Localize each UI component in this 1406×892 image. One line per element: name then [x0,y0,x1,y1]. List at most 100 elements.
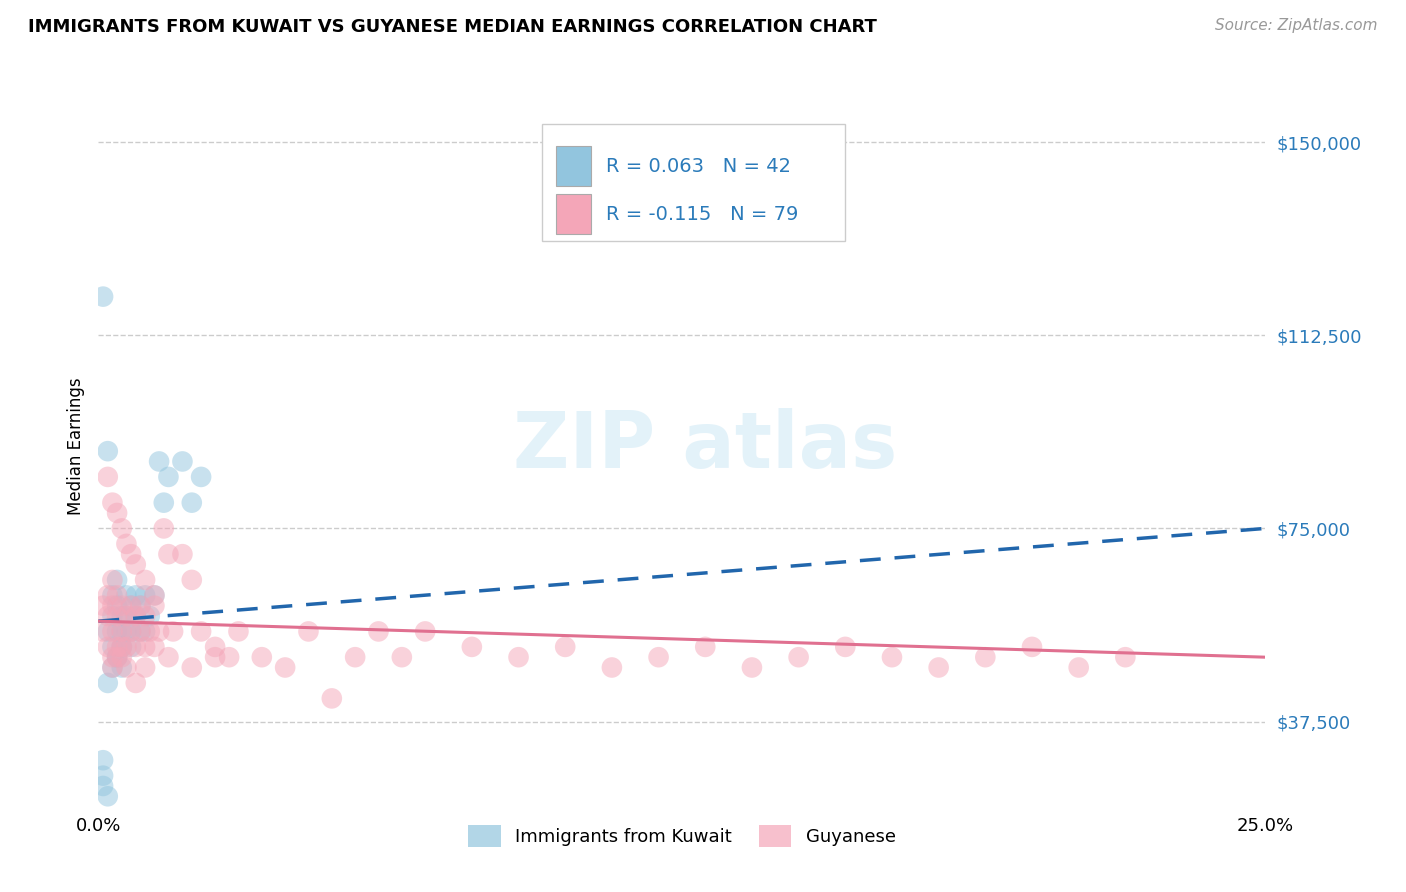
Point [105,650,128,665]
Point [190,470,212,484]
Text: Source: ZipAtlas.com: Source: ZipAtlas.com [1215,18,1378,33]
Point [190,624,212,639]
Point [143,599,166,613]
Point [115,609,138,624]
Point [111,650,134,665]
Point [928,660,950,674]
Point [180,660,202,674]
Point [125,588,148,602]
Point [91,290,114,304]
Point [111,624,134,639]
Point [125,640,148,654]
Point [97,470,120,484]
Point [787,650,810,665]
Point [125,609,148,624]
Point [204,640,226,654]
Point [274,660,297,674]
Point [91,753,114,767]
Point [413,624,436,639]
Point [321,691,343,706]
Point [297,624,319,639]
Point [101,660,124,674]
Point [134,660,156,674]
Point [101,660,124,674]
Point [139,624,162,639]
Point [834,640,856,654]
Point [115,537,138,551]
Point [1021,640,1043,654]
Point [111,660,134,674]
Point [880,650,903,665]
Point [129,624,152,639]
Point [91,769,114,783]
Point [125,558,148,572]
Point [101,588,124,602]
Point [97,789,120,804]
Point [157,650,180,665]
Point [204,650,226,665]
Point [115,640,138,654]
Point [600,660,623,674]
Point [143,588,166,602]
FancyBboxPatch shape [555,146,591,186]
Point [111,640,134,654]
Point [115,609,138,624]
Point [148,624,170,639]
Point [134,624,156,639]
Point [115,588,138,602]
Point [367,624,389,639]
Legend: Immigrants from Kuwait, Guyanese: Immigrants from Kuwait, Guyanese [461,817,903,854]
Text: ZIP atlas: ZIP atlas [513,408,897,484]
Point [974,650,997,665]
Y-axis label: Median Earnings: Median Earnings [66,377,84,515]
Point [180,573,202,587]
Point [129,624,152,639]
Point [91,779,114,793]
Point [120,599,142,613]
Point [148,454,170,468]
Point [101,573,124,587]
Point [105,609,128,624]
Point [105,650,128,665]
Point [115,624,138,639]
Point [120,640,142,654]
Point [125,609,148,624]
Point [139,609,162,624]
Point [101,599,124,613]
Point [91,599,114,613]
Point [162,624,184,639]
Point [111,599,134,613]
Point [111,624,134,639]
Point [111,609,134,624]
Point [111,640,134,654]
Point [129,599,152,613]
Point [120,624,142,639]
Point [97,640,120,654]
FancyBboxPatch shape [555,194,591,234]
Point [508,650,530,665]
Point [101,640,124,654]
Point [554,640,576,654]
Point [143,640,166,654]
Point [461,640,484,654]
Point [105,599,128,613]
Point [218,650,240,665]
Point [180,496,202,510]
Point [91,624,114,639]
Point [97,676,120,690]
Point [105,640,128,654]
Point [647,650,669,665]
Point [134,640,156,654]
Point [101,624,124,639]
Point [101,609,124,624]
FancyBboxPatch shape [541,124,845,241]
Point [101,650,124,665]
Point [105,573,128,587]
Point [97,444,120,458]
Point [115,660,138,674]
Point [105,624,128,639]
Point [105,506,128,520]
Point [695,640,717,654]
Point [97,609,120,624]
Point [120,547,142,561]
